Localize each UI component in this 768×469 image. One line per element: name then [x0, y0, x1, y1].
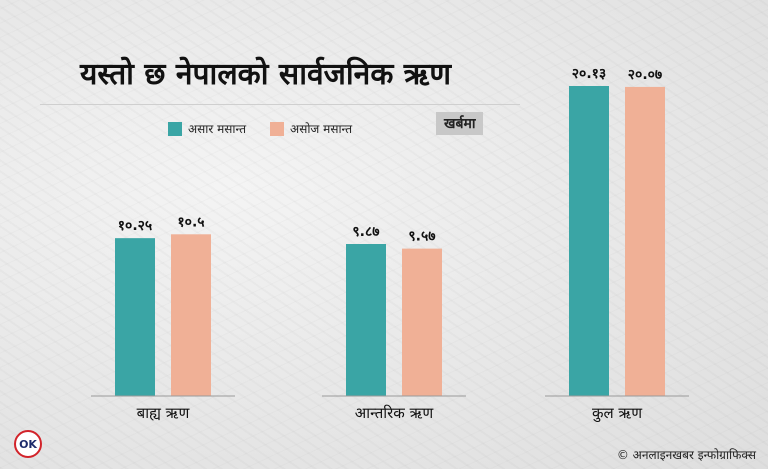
bar-asoj-2 [402, 248, 442, 396]
data-label-asar-1: १०.२५ [118, 218, 152, 234]
bar-asar-3 [569, 86, 609, 396]
bar-asar-1 [115, 238, 155, 396]
chart-legend: असार मसान्त असोज मसान्त [168, 120, 352, 137]
category-label-2: आन्तरिक ऋण [355, 404, 435, 422]
data-label-asoj-1: १०.५ [177, 214, 204, 230]
chart-title: यस्तो छ नेपालको सार्वजनिक ऋण [80, 57, 452, 92]
unit-badge: खर्बमा [436, 112, 484, 135]
bar-asar-2 [346, 244, 386, 396]
title-divider [40, 104, 520, 105]
data-label-asar-3: २०.१३ [572, 66, 606, 82]
category-label-1: बाह्य ऋण [137, 404, 191, 422]
bar-asoj-3 [625, 86, 665, 396]
legend-swatch-series-1 [168, 121, 182, 136]
brand-logo: OK [14, 430, 42, 458]
data-label-asoj-3: २०.०७ [628, 67, 662, 83]
data-label-asar-2: ९.८७ [352, 224, 379, 240]
legend-label-series-1: असार मसान्त [188, 122, 247, 136]
legend-swatch-series-2 [270, 121, 285, 136]
bar-asoj-1 [171, 234, 211, 396]
category-label-3: कुल ऋण [592, 404, 643, 423]
legend-item-series-2: असोज मसान्त [270, 120, 352, 137]
legend-label-series-2: असोज मसान्त [290, 122, 353, 136]
legend-item-series-1: असार मसान्त [168, 120, 246, 137]
footer-credit: © अनलाइनखबर इन्फोग्राफिक्स [616, 448, 756, 462]
data-label-asoj-2: ९.५७ [408, 229, 435, 245]
